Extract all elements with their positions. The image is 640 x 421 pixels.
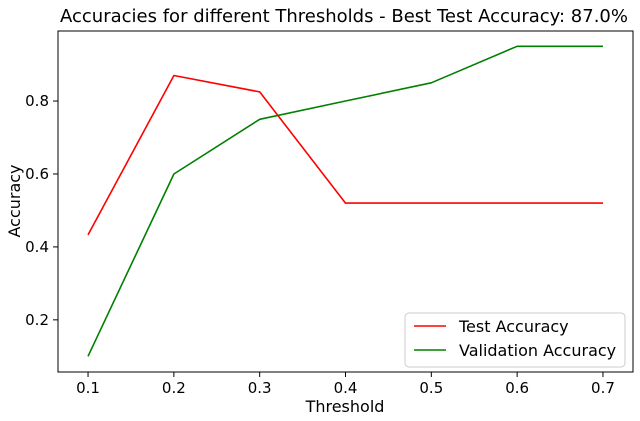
series-line-validation-accuracy [87,45,603,357]
x-tick-label: 0.6 [505,379,529,397]
x-tick-label: 0.4 [334,379,358,397]
x-tick-label: 0.1 [76,379,100,397]
y-axis-ticks: 0.2 0.4 0.6 0.8 [25,92,58,329]
legend-box [404,312,626,368]
y-tick-label: 0.6 [25,165,49,183]
series-lines [87,45,603,357]
legend-label-test-accuracy: Test Accuracy [458,317,569,336]
x-tick-label: 0.2 [162,379,186,397]
legend-label-validation-accuracy: Validation Accuracy [459,341,616,360]
y-axis-label: Accuracy [5,164,24,237]
legend: Test Accuracy Validation Accuracy [404,312,626,368]
series-line-test-accuracy [87,74,603,236]
x-tick-label: 0.3 [248,379,272,397]
x-axis-label: Threshold [305,397,385,416]
x-tick-label: 0.7 [591,379,615,397]
y-tick-label: 0.4 [25,238,49,256]
y-tick-label: 0.8 [25,92,49,110]
x-axis-ticks: 0.1 0.2 0.3 0.4 0.5 0.6 0.7 [76,372,615,397]
chart-title: Accuracies for different Thresholds - Be… [60,6,628,27]
y-tick-label: 0.2 [25,311,49,329]
x-tick-label: 0.5 [419,379,443,397]
